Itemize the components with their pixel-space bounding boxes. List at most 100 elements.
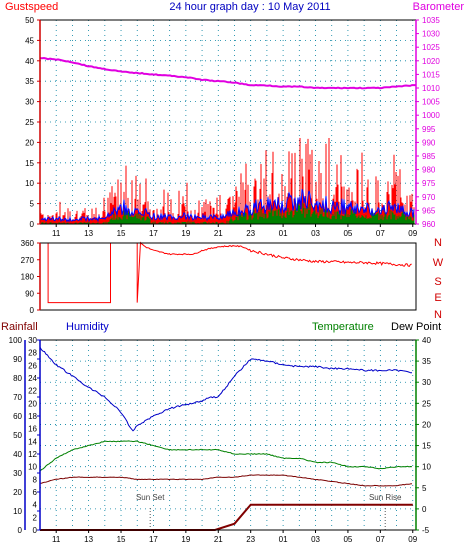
right-tick-label: 1020 — [422, 57, 440, 66]
rain-tick-label: 0 — [33, 526, 38, 535]
wind-speed-line — [40, 189, 415, 223]
humidity-tick-label: 0 — [18, 526, 23, 535]
humidity-tick-label: 20 — [13, 488, 22, 497]
humidity-tick-label: 40 — [13, 450, 22, 459]
x-tick-label: 19 — [181, 535, 190, 544]
right-tick-label: 995 — [422, 125, 436, 134]
left-tick-label: 25 — [25, 118, 34, 127]
dewpoint-line — [39, 474, 413, 487]
humidity-tick-label: 90 — [13, 355, 22, 364]
humidity-tick-label: 60 — [13, 412, 22, 421]
right-tick-label: 1030 — [422, 30, 440, 39]
temperature-line — [39, 440, 413, 472]
right-tick-label: 975 — [422, 179, 436, 188]
right-tick-label: 960 — [422, 220, 436, 229]
rain-tick-label: 8 — [33, 475, 38, 484]
left-tick-label: 0 — [30, 220, 35, 229]
dir-tick-label: 360 — [21, 239, 35, 248]
rain-tick-label: 24 — [28, 374, 37, 383]
plot-frame — [39, 242, 417, 311]
left-tick-label: 5 — [30, 200, 35, 209]
barometer-line — [39, 56, 416, 90]
temp-tick-label: 20 — [422, 420, 431, 429]
compass-label: S — [434, 276, 441, 288]
right-tick-label: 1035 — [422, 16, 440, 25]
x-tick-label: 15 — [117, 535, 126, 544]
humidity-tick-label: 10 — [13, 507, 22, 516]
right-tick-label: 985 — [422, 152, 436, 161]
temp-tick-label: 25 — [422, 399, 431, 408]
x-tick-label: 13 — [84, 229, 93, 238]
temp-tick-label: 0 — [422, 505, 427, 514]
sunset-label: Sun Set — [136, 493, 165, 502]
left-tick-label: 35 — [25, 77, 34, 86]
x-tick-label: 01 — [279, 535, 288, 544]
right-tick-label: 1015 — [422, 70, 440, 79]
gust-bars — [40, 138, 415, 224]
x-tick-label: 05 — [343, 535, 352, 544]
right-tick-label: 970 — [422, 193, 436, 202]
humidity-tick-label: 50 — [13, 431, 22, 440]
plot-frame — [39, 339, 417, 531]
temp-humidity-chart: Sun Set Sun Rise0102030405060708090100024… — [9, 336, 432, 544]
rain-tick-label: 18 — [28, 412, 37, 421]
dir-tick-label: 180 — [21, 273, 35, 282]
chart-title: 24 hour graph day : 10 May 2011 — [169, 1, 330, 13]
rain-tick-label: 6 — [33, 488, 38, 497]
rain-tick-label: 26 — [28, 361, 37, 370]
x-tick-label: 21 — [214, 535, 223, 544]
temp-tick-label: 35 — [422, 357, 431, 366]
humidity-line — [39, 346, 412, 432]
sunrise-label: Sun Rise — [369, 493, 402, 502]
left-tick-label: 20 — [25, 138, 34, 147]
left-tick-label: 30 — [25, 98, 34, 107]
left-tick-label: 15 — [25, 159, 34, 168]
dir-tick-label: 270 — [21, 256, 35, 265]
x-tick-label: 07 — [376, 535, 385, 544]
right-tick-label: 980 — [422, 166, 436, 175]
compass-label: W — [433, 257, 444, 269]
temperature-label: Temperature — [312, 321, 374, 333]
wind-barometer-chart: 0510152025303540455096096597097598098599… — [25, 16, 440, 238]
x-tick-label: 23 — [246, 229, 255, 238]
gustspeed-label: Gustspeed — [5, 1, 58, 13]
grid-lines — [40, 339, 416, 530]
x-tick-label: 15 — [117, 229, 126, 238]
rain-tick-label: 2 — [33, 513, 38, 522]
temp-tick-label: 30 — [422, 378, 431, 387]
rain-tick-label: 22 — [28, 387, 37, 396]
x-tick-label: 19 — [181, 229, 190, 238]
temp-tick-label: 15 — [422, 442, 431, 451]
x-tick-label: 17 — [149, 229, 158, 238]
rain-tick-label: 10 — [28, 463, 37, 472]
dewpoint-label: Dew Point — [391, 321, 441, 333]
x-tick-label: 11 — [52, 535, 61, 544]
x-tick-label: 03 — [311, 535, 320, 544]
compass-label: N — [434, 237, 442, 249]
wind-direction-line — [40, 241, 412, 304]
humidity-tick-label: 70 — [13, 393, 22, 402]
right-tick-label: 990 — [422, 138, 436, 147]
x-tick-label: 11 — [52, 229, 61, 238]
rainfall-label: Rainfall — [1, 321, 38, 333]
dir-tick-label: 90 — [25, 289, 34, 298]
x-tick-label: 05 — [343, 229, 352, 238]
humidity-tick-label: 30 — [13, 469, 22, 478]
right-tick-label: 1010 — [422, 84, 440, 93]
plot-frame — [39, 19, 417, 225]
rain-tick-label: 16 — [28, 425, 37, 434]
x-tick-label: 21 — [214, 229, 223, 238]
right-tick-label: 965 — [422, 206, 436, 215]
left-tick-label: 50 — [25, 16, 34, 25]
right-tick-label: 1025 — [422, 43, 440, 52]
compass-label: E — [434, 292, 441, 304]
x-tick-label: 17 — [149, 535, 158, 544]
right-tick-label: 1000 — [422, 111, 440, 120]
temp-tick-label: -5 — [422, 526, 430, 535]
x-tick-label: 01 — [279, 229, 288, 238]
compass-label: N — [434, 309, 442, 321]
left-tick-label: 10 — [25, 179, 34, 188]
left-tick-label: 45 — [25, 36, 34, 45]
x-tick-label: 07 — [376, 229, 385, 238]
